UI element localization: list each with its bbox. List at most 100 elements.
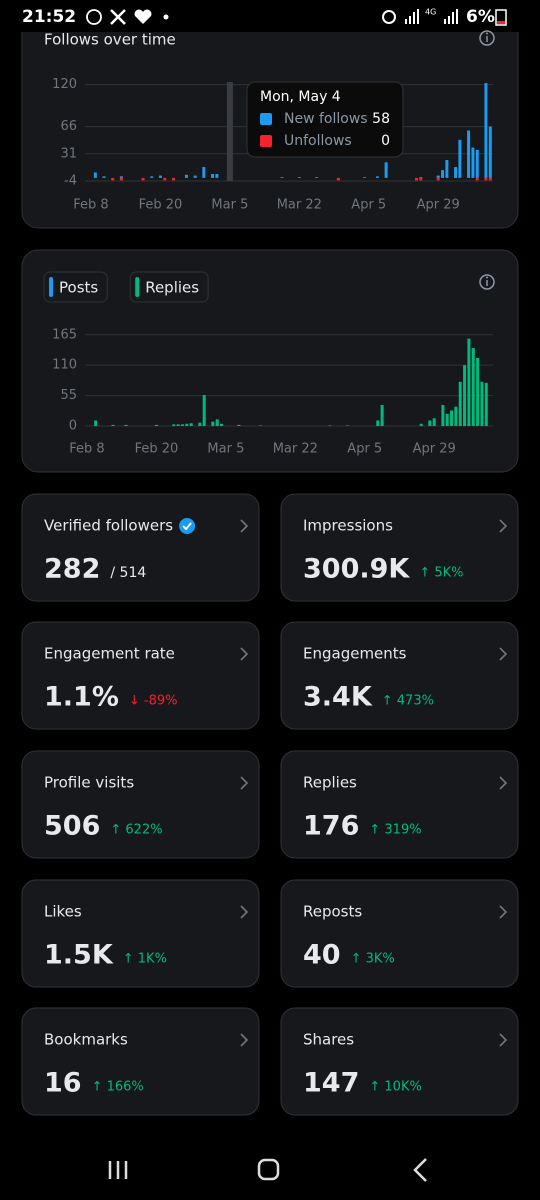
- bar: [215, 419, 219, 426]
- metric-card[interactable]: [21, 879, 260, 988]
- chevron: [499, 905, 508, 919]
- metric-change: ↓ -89%: [129, 694, 178, 709]
- legend-label: Replies: [145, 279, 199, 297]
- metric-change: ↑ 473%: [382, 694, 434, 709]
- x-tick-label: Apr 29: [413, 442, 456, 457]
- bar: [180, 424, 184, 426]
- metric-value: 300.9K: [303, 554, 410, 585]
- bar: [384, 162, 388, 178]
- bar: [415, 177, 418, 181]
- bar: [471, 147, 475, 178]
- metric-value: 40: [303, 940, 341, 971]
- metric-change: ↑ 3K%: [351, 952, 395, 967]
- y-tick-label: 55: [60, 388, 77, 403]
- metric-card[interactable]: [280, 750, 519, 859]
- bar: [419, 177, 423, 181]
- metric-card[interactable]: [280, 879, 519, 988]
- bar: [467, 130, 471, 178]
- metric-card[interactable]: [280, 493, 519, 602]
- metric-value: 1.1%: [44, 682, 119, 713]
- y-tick-label: 110: [52, 358, 77, 373]
- x-tick-label: Apr 29: [417, 198, 460, 213]
- bar: [202, 395, 206, 426]
- bar: [480, 381, 484, 426]
- metric-card[interactable]: [21, 750, 260, 859]
- chevron: [240, 647, 249, 661]
- tooltip-swatch: [260, 135, 272, 147]
- bar: [454, 406, 458, 426]
- metric-label: Impressions: [303, 517, 393, 535]
- bar: [471, 348, 475, 426]
- bar: [376, 420, 380, 426]
- metric-label: Shares: [303, 1031, 354, 1049]
- bar: [237, 424, 241, 426]
- y-tick-label: 165: [52, 327, 77, 342]
- legend-button[interactable]: [129, 271, 209, 303]
- x-tick-label: Feb 20: [135, 442, 179, 457]
- bar: [488, 177, 492, 181]
- chevron: [240, 1033, 249, 1047]
- bar: [171, 177, 175, 181]
- bar: [220, 423, 224, 426]
- metric-change: ↑ 10K%: [369, 1080, 421, 1095]
- bar: [454, 167, 458, 178]
- y-tick-label: -4: [64, 174, 77, 189]
- metric-value: 1.5K: [44, 940, 114, 971]
- chevron: [499, 519, 508, 533]
- x-tick-label: Apr 5: [347, 442, 382, 457]
- status-bar: [0, 0, 540, 32]
- bar: [163, 177, 167, 181]
- bar: [484, 177, 488, 181]
- metric-card[interactable]: [280, 621, 519, 730]
- tooltip-swatch: [260, 113, 272, 125]
- y-tick-label: 120: [52, 77, 77, 92]
- metric-label: Engagements: [303, 645, 407, 663]
- legend-label: Posts: [59, 279, 98, 297]
- chart-title: Follows over time: [44, 31, 176, 49]
- tooltip-date: Mon, May 4: [260, 89, 341, 105]
- chevron: [240, 776, 249, 790]
- bar: [154, 424, 158, 426]
- legend-button[interactable]: [43, 271, 108, 303]
- bar: [475, 149, 479, 178]
- metric-label: Replies: [303, 774, 357, 792]
- metric-change: ↑ 5K%: [419, 566, 463, 581]
- metric-label: Bookmarks: [44, 1031, 128, 1049]
- metric-card[interactable]: [21, 493, 260, 602]
- tooltip-series: Unfollows: [284, 133, 352, 149]
- bar: [484, 382, 488, 426]
- bar: [336, 177, 340, 181]
- y-tick-label: 31: [60, 146, 77, 161]
- activity-card: [21, 249, 519, 473]
- metric-card[interactable]: [280, 1007, 519, 1116]
- bar: [450, 410, 454, 426]
- y-tick-label: 0: [69, 419, 77, 434]
- bar: [441, 404, 445, 426]
- metric-card[interactable]: [21, 1007, 260, 1116]
- chevron: [240, 519, 249, 533]
- clock: 21:52: [22, 7, 76, 27]
- bar: [297, 177, 301, 178]
- bar: [176, 424, 180, 426]
- bar: [345, 425, 349, 426]
- bar: [198, 422, 202, 426]
- bar: [445, 160, 449, 178]
- bar: [185, 423, 189, 426]
- bar: [476, 357, 480, 426]
- chevron: [499, 1033, 508, 1047]
- bar: [189, 423, 193, 426]
- metric-value: 147: [303, 1068, 359, 1099]
- battery: 6%: [466, 7, 495, 27]
- nav-bar[interactable]: [108, 1158, 427, 1182]
- bar: [259, 425, 263, 426]
- info-icons: [479, 30, 495, 290]
- bar: [467, 338, 471, 426]
- bar: [93, 172, 97, 178]
- chevron: [240, 905, 249, 919]
- metric-card[interactable]: [21, 621, 260, 730]
- bar: [488, 126, 492, 178]
- bar: [380, 404, 384, 426]
- metric-total: / 514: [110, 565, 146, 581]
- metric-label: Reposts: [303, 903, 362, 921]
- bar: [419, 423, 423, 426]
